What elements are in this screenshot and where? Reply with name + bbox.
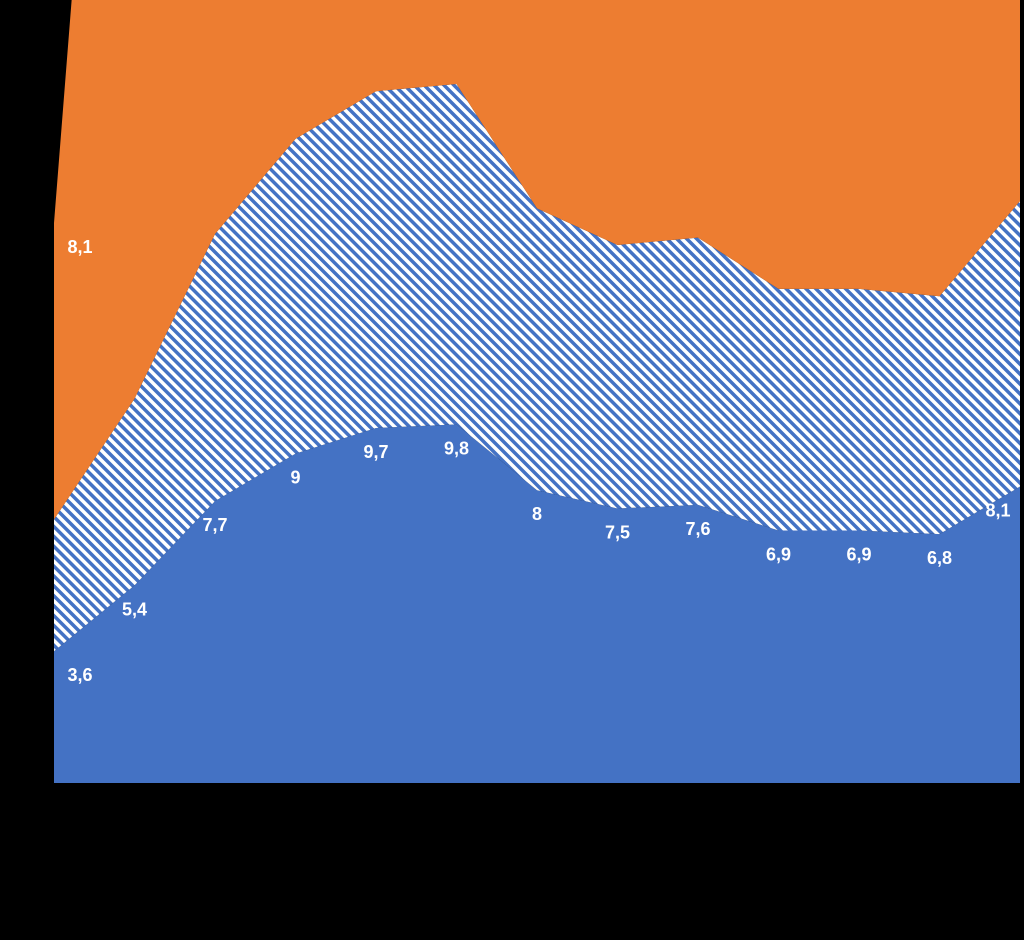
data-label-bottom-1: 3,6 <box>67 665 92 685</box>
areas-layer <box>54 0 1020 783</box>
data-label-bottom-10: 6,9 <box>766 544 791 564</box>
data-labels-layer: 3,65,47,799,79,887,57,66,96,96,88,18,132… <box>67 237 1010 685</box>
data-label-bottom-11: 6,9 <box>846 544 871 564</box>
data-label-bottom-3: 7,7 <box>202 515 227 535</box>
area-top <box>54 0 1020 520</box>
data-label-bottom-9: 7,6 <box>685 519 710 539</box>
data-label-bottom-5: 9,7 <box>363 442 388 462</box>
data-label-bottom-7: 8 <box>532 504 542 524</box>
data-label-bottom-13: 8,1 <box>985 501 1010 521</box>
area-bottom <box>54 424 1020 783</box>
data-label-bottom-12: 6,8 <box>927 548 952 568</box>
data-label-top-1: 8,1 <box>67 237 92 257</box>
data-label-bottom-4: 9 <box>290 468 300 488</box>
data-label-bottom-6: 9,8 <box>444 438 469 458</box>
data-label-bottom-2: 5,4 <box>122 599 147 619</box>
area-middle <box>54 83 1020 652</box>
data-label-bottom-8: 7,5 <box>605 523 630 543</box>
